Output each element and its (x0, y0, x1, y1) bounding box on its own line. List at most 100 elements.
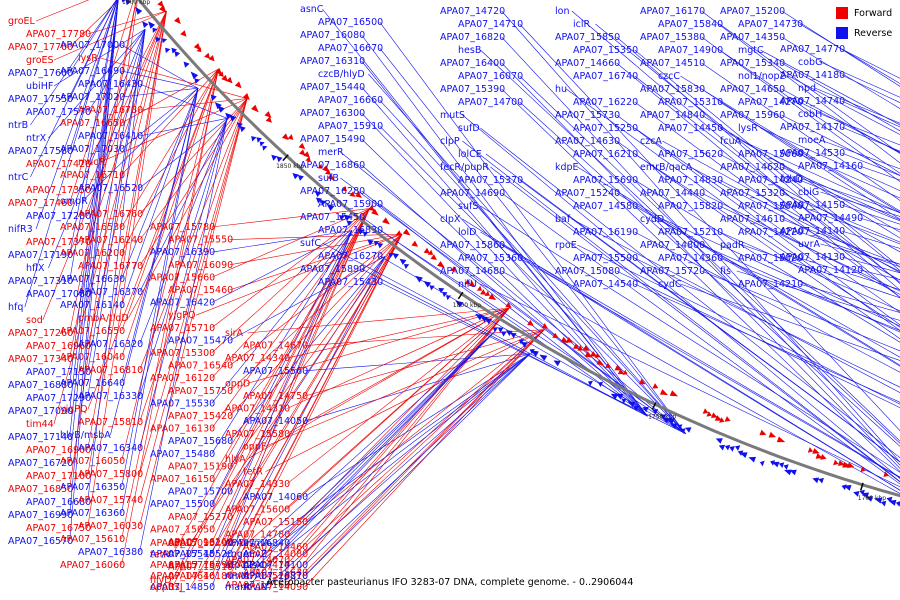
forward-gene-arrow (221, 74, 228, 82)
leader-line (265, 353, 531, 544)
gene-label: APA07_16880 (8, 380, 73, 391)
gene-label: APA07_16670 (318, 43, 383, 54)
leader-line (286, 331, 495, 544)
gene-label: ntrB (8, 120, 28, 131)
gene-label: APA07_14650 (720, 84, 785, 95)
leader-line (566, 88, 900, 331)
gene-label: APA07_17090 (8, 406, 73, 417)
gene-label: APA07_15820 (658, 201, 723, 212)
leader-line (48, 28, 146, 139)
forward-gene-arrow (196, 47, 202, 52)
gene-label: APA07_16850 (8, 484, 73, 495)
leader-line (229, 233, 403, 240)
gene-label: APA07_15800 (78, 469, 143, 480)
gene-label: APA07_15340 (720, 58, 785, 69)
reverse-gene-arrow (729, 446, 735, 452)
gene-label: APA07_14620 (720, 162, 785, 173)
leader-line (110, 88, 199, 436)
gene-label: cydD (640, 214, 664, 225)
leader-line (69, 0, 119, 438)
gene-label: czcB/hlyD (318, 69, 365, 80)
forward-gene-arrow (594, 352, 600, 358)
gene-label: APA07_15730 (555, 110, 620, 121)
gene-label: oppB (150, 582, 174, 593)
gene-label: APA07_16720 (8, 458, 73, 469)
gene-label: APA07_17020 (60, 92, 125, 103)
leader-line (69, 0, 119, 256)
leader-line (87, 10, 167, 451)
forward-gene-arrow (317, 163, 323, 169)
reverse-gene-arrow (520, 341, 528, 348)
gene-label: ftsJ (168, 582, 183, 593)
gene-label: APA07_16350 (60, 482, 125, 493)
gene-label: groEL (8, 16, 36, 27)
leader-line (229, 233, 403, 392)
gene-label: ntrX (26, 133, 47, 144)
reverse-gene-arrow (888, 499, 897, 506)
forward-gene-arrow (759, 429, 767, 436)
forward-gene-arrow (368, 205, 375, 212)
leader-line (121, 87, 199, 150)
reverse-gene-arrow (510, 332, 517, 339)
gene-label: APA07_14690 (440, 188, 505, 199)
gene-label: sufB (318, 173, 339, 184)
gene-label: APA07_17030 (60, 144, 125, 155)
leader-line (634, 153, 900, 328)
reverse-gene-arrow (873, 497, 883, 504)
leader-line (139, 118, 228, 397)
gene-label: APA07_15720 (640, 266, 705, 277)
leader-line (69, 0, 118, 152)
gene-label: APA07_15550 (168, 235, 233, 246)
leader-line (229, 233, 403, 366)
reverse-gene-arrow (621, 398, 627, 404)
leader-line (211, 208, 370, 530)
leader-line (485, 153, 900, 463)
gene-label: APA07_15490 (300, 134, 365, 145)
gene-label: APA07_14240 (738, 175, 803, 186)
gene-arrows (121, 0, 900, 507)
leader-line (571, 10, 900, 291)
gene-label: APA07_15770 (150, 560, 215, 571)
forward-gene-arrow (714, 415, 723, 421)
leader-line (172, 208, 370, 580)
reverse-gene-arrow (125, 0, 132, 6)
gene-label: APA07_16710 (60, 170, 125, 181)
reverse-gene-arrow (588, 380, 593, 387)
leader-line (595, 23, 900, 271)
reverse-gene-arrow (772, 461, 780, 468)
gene-label: mutS (440, 110, 465, 121)
gene-label: APA07_16150 (150, 474, 215, 485)
forward-gene-arrow (303, 151, 310, 158)
leader-line (361, 164, 648, 417)
forward-gene-arrow (847, 462, 855, 468)
gene-label: APA07_16650 (60, 118, 125, 129)
leader-line (190, 233, 403, 588)
gene-label: APA07_17460 (8, 198, 73, 209)
leader-line (121, 68, 219, 228)
leader-line (736, 270, 900, 321)
forward-gene-arrow (180, 30, 187, 37)
leader-line (139, 98, 248, 267)
gene-label: APA07_14800 (640, 240, 705, 251)
strand-legend: Forward Reverse (836, 6, 898, 46)
gene-label: hlyA (225, 454, 246, 465)
reverse-gene-arrow (229, 114, 237, 122)
gene-label: plsX (243, 560, 264, 571)
gene-label: APA07_14450 (658, 123, 723, 134)
gene-label: APA07_15510 (168, 562, 233, 573)
leader-line (501, 88, 900, 472)
gene-label: APA07_15460 (168, 285, 233, 296)
gene-label: APA07_15290 (168, 538, 233, 549)
gene-label: hfq (8, 302, 23, 313)
gene-label: APA07_16320 (78, 339, 143, 350)
leader-line (286, 307, 510, 485)
reverse-gene-arrow (610, 393, 619, 400)
forward-gene-arrow (614, 364, 622, 371)
leader-line (53, 28, 146, 87)
leader-line (501, 192, 900, 485)
leader-lines (24, 0, 900, 588)
reverse-gene-arrow (121, 0, 126, 3)
leader-line (69, 0, 119, 542)
reverse-gene-arrow (315, 197, 323, 204)
gene-label: APA07_15150 (243, 517, 308, 528)
